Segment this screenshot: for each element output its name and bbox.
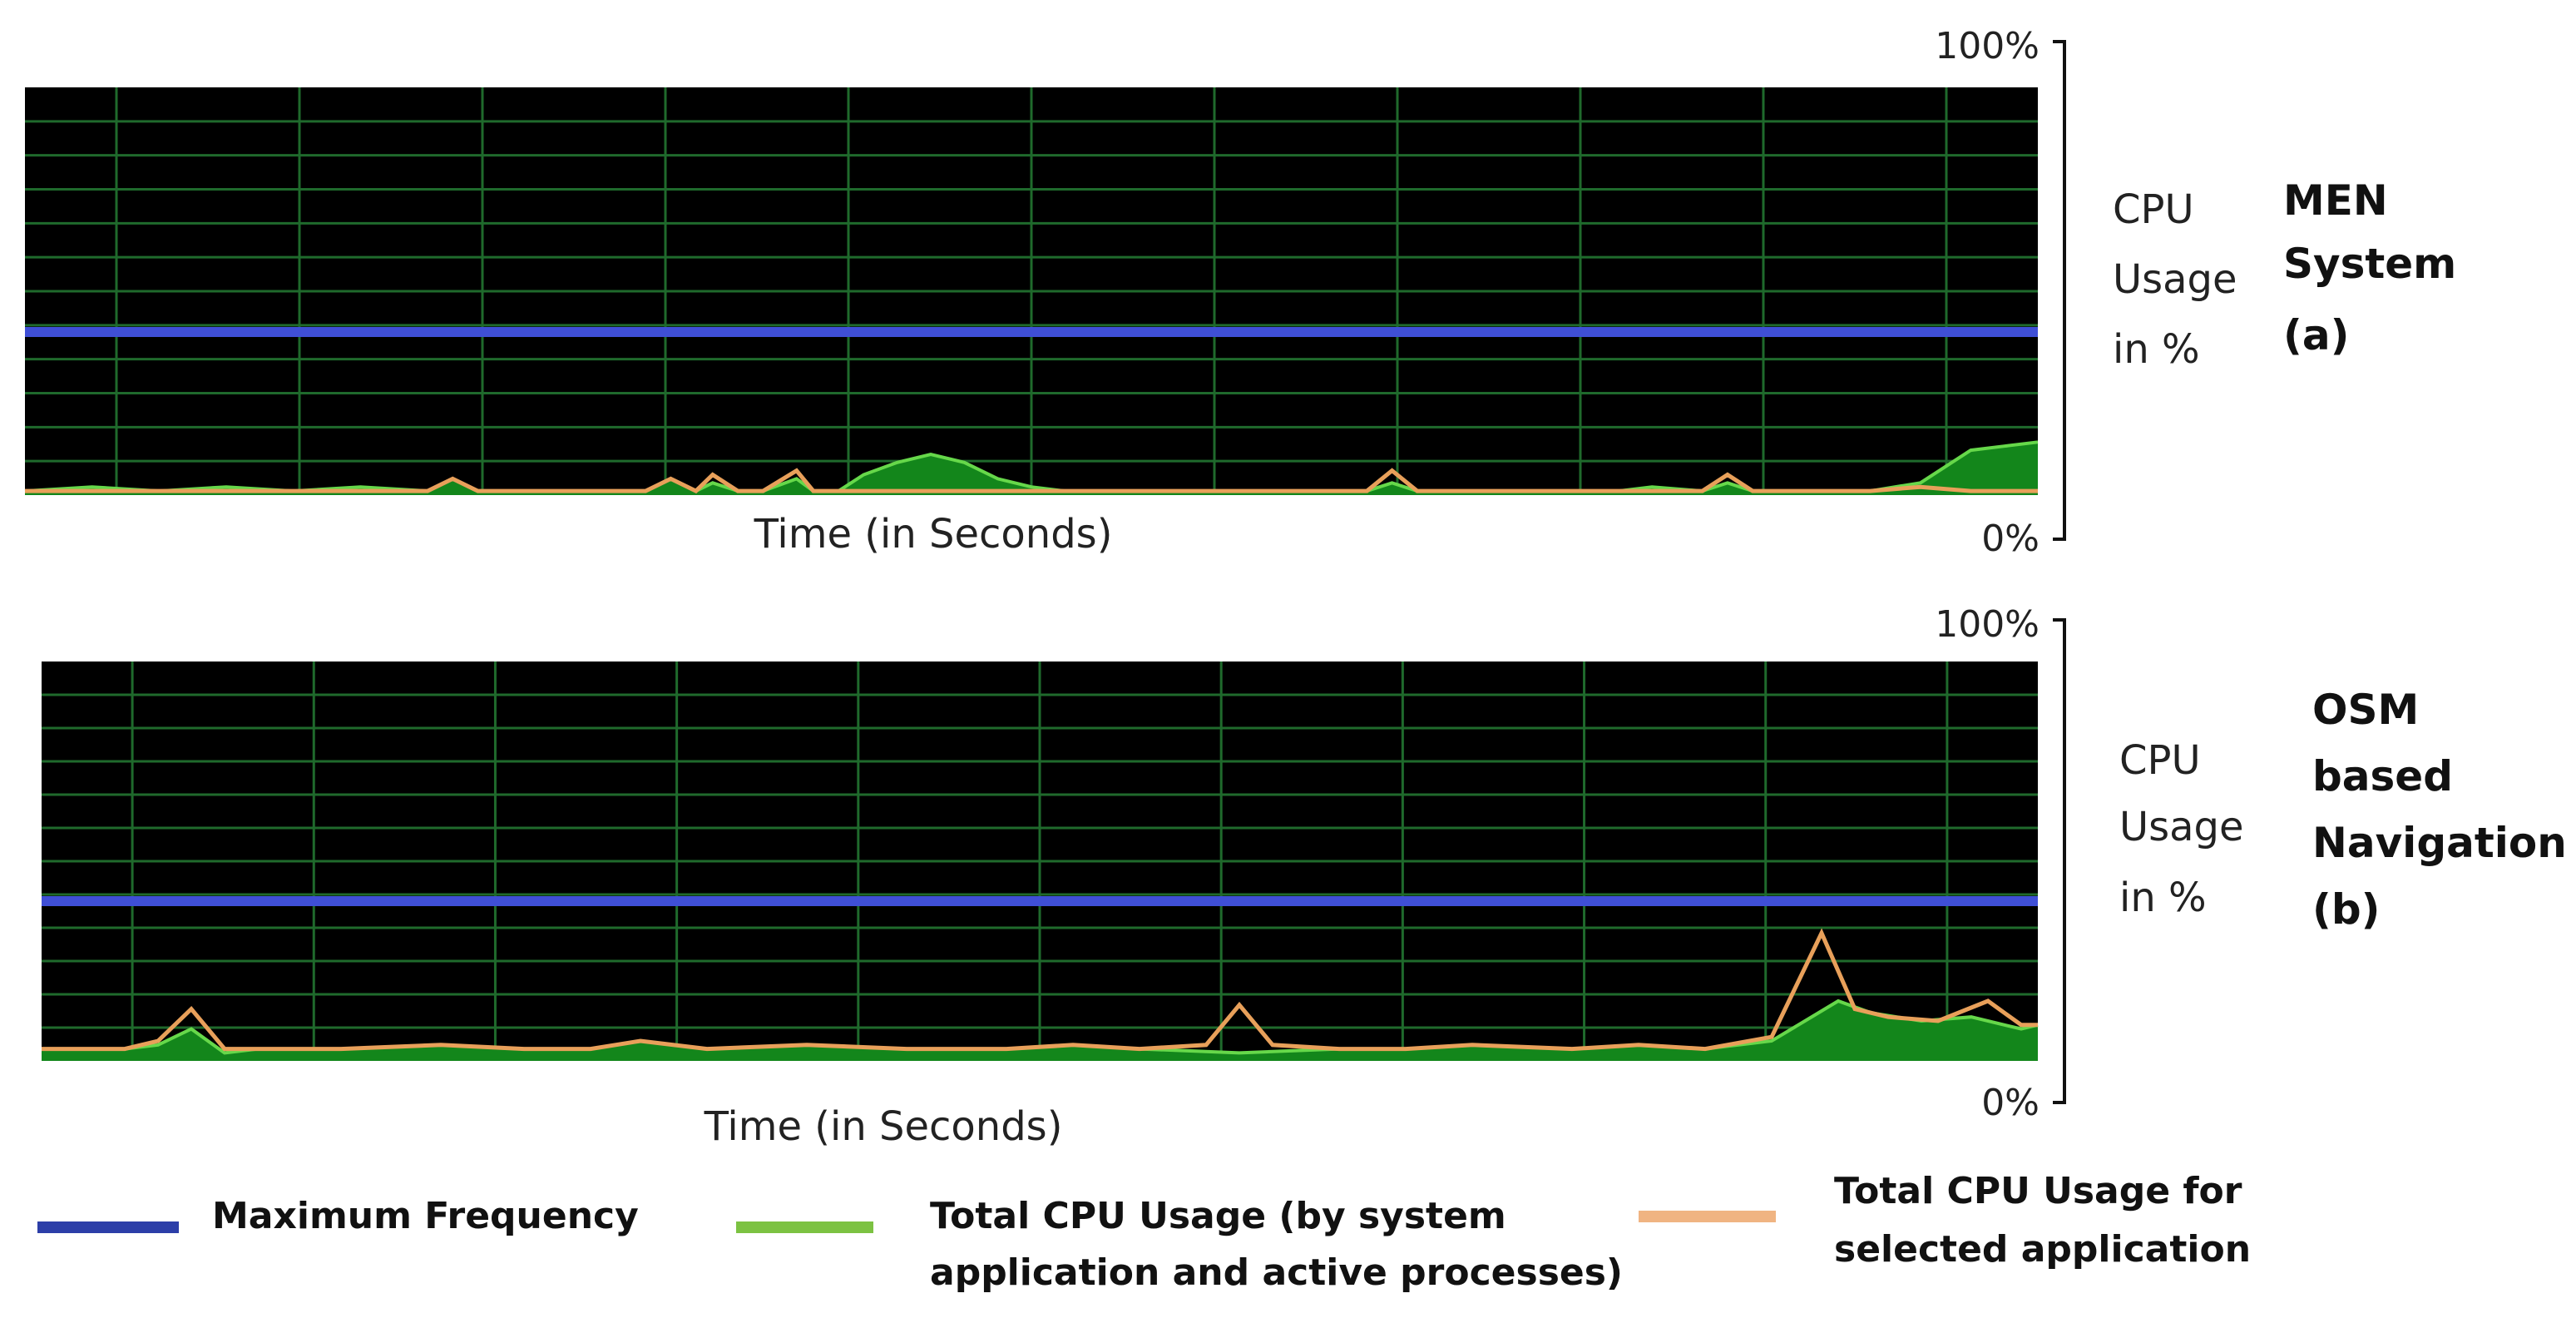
legend-label-total-cpu-line1: Total CPU Usage (by system [930, 1195, 1506, 1237]
grid-a [25, 87, 2038, 495]
legend: Maximum Frequency Total CPU Usage (by sy… [37, 1170, 2251, 1294]
series-a [24, 327, 2039, 495]
system-label-b-line4: (b) [2312, 885, 2381, 934]
y-axis-label-b-line3: in % [2119, 875, 2207, 921]
legend-label-selected-app-line1: Total CPU Usage for [1834, 1170, 2242, 1212]
legend-swatch-total-cpu [736, 1221, 873, 1233]
y-bottom-label-a: 0% [1981, 518, 2040, 560]
legend-label-max-frequency: Maximum Frequency [212, 1195, 639, 1237]
y-top-label-b: 100% [1935, 603, 2040, 646]
system-label-a-line1: MEN [2283, 176, 2388, 225]
legend-item-total-cpu: Total CPU Usage (by system application a… [736, 1195, 1623, 1294]
y-axis-label-a-line1: CPU [2113, 186, 2194, 233]
system-label-b-line3: Navigation [2312, 819, 2567, 867]
legend-swatch-max-frequency [37, 1221, 179, 1233]
system-label-b-line1: OSM [2312, 686, 2419, 734]
y-axis-label-a-line3: in % [2113, 326, 2200, 373]
y-axis-label-b-line1: CPU [2119, 737, 2201, 784]
system-label-a-line2: System [2283, 240, 2456, 288]
chart-panel-a: 100% 0% Time (in Seconds) CPU Usage in %… [24, 25, 2456, 560]
y-axis-label-a-line2: Usage [2113, 256, 2237, 303]
selected-app-line-a [25, 468, 2038, 494]
legend-label-total-cpu-line2: application and active processes) [930, 1251, 1623, 1294]
y-bottom-label-b: 0% [1981, 1082, 2040, 1124]
x-axis-label-a: Time (in Seconds) [754, 511, 1113, 557]
legend-item-selected-app: Total CPU Usage for selected application [1639, 1170, 2251, 1271]
grid-b [42, 662, 2038, 1061]
y-axis-bracket-b [2053, 618, 2066, 1104]
legend-swatch-selected-app [1639, 1211, 1776, 1222]
chart-panel-b: 100% 0% Time (in Seconds) CPU Usage in %… [42, 603, 2567, 1150]
selected-app-line-b [42, 928, 2038, 1052]
legend-item-max-frequency: Maximum Frequency [37, 1195, 639, 1237]
y-axis-bracket-a [2053, 40, 2066, 541]
series-b [42, 896, 2039, 1061]
system-label-a-line3: (a) [2283, 311, 2349, 359]
legend-label-selected-app-line2: selected application [1834, 1228, 2251, 1271]
y-axis-label-b-line2: Usage [2119, 804, 2244, 850]
x-axis-label-b: Time (in Seconds) [704, 1103, 1063, 1150]
system-label-b-line2: based [2312, 752, 2453, 800]
y-top-label-a: 100% [1935, 25, 2040, 67]
